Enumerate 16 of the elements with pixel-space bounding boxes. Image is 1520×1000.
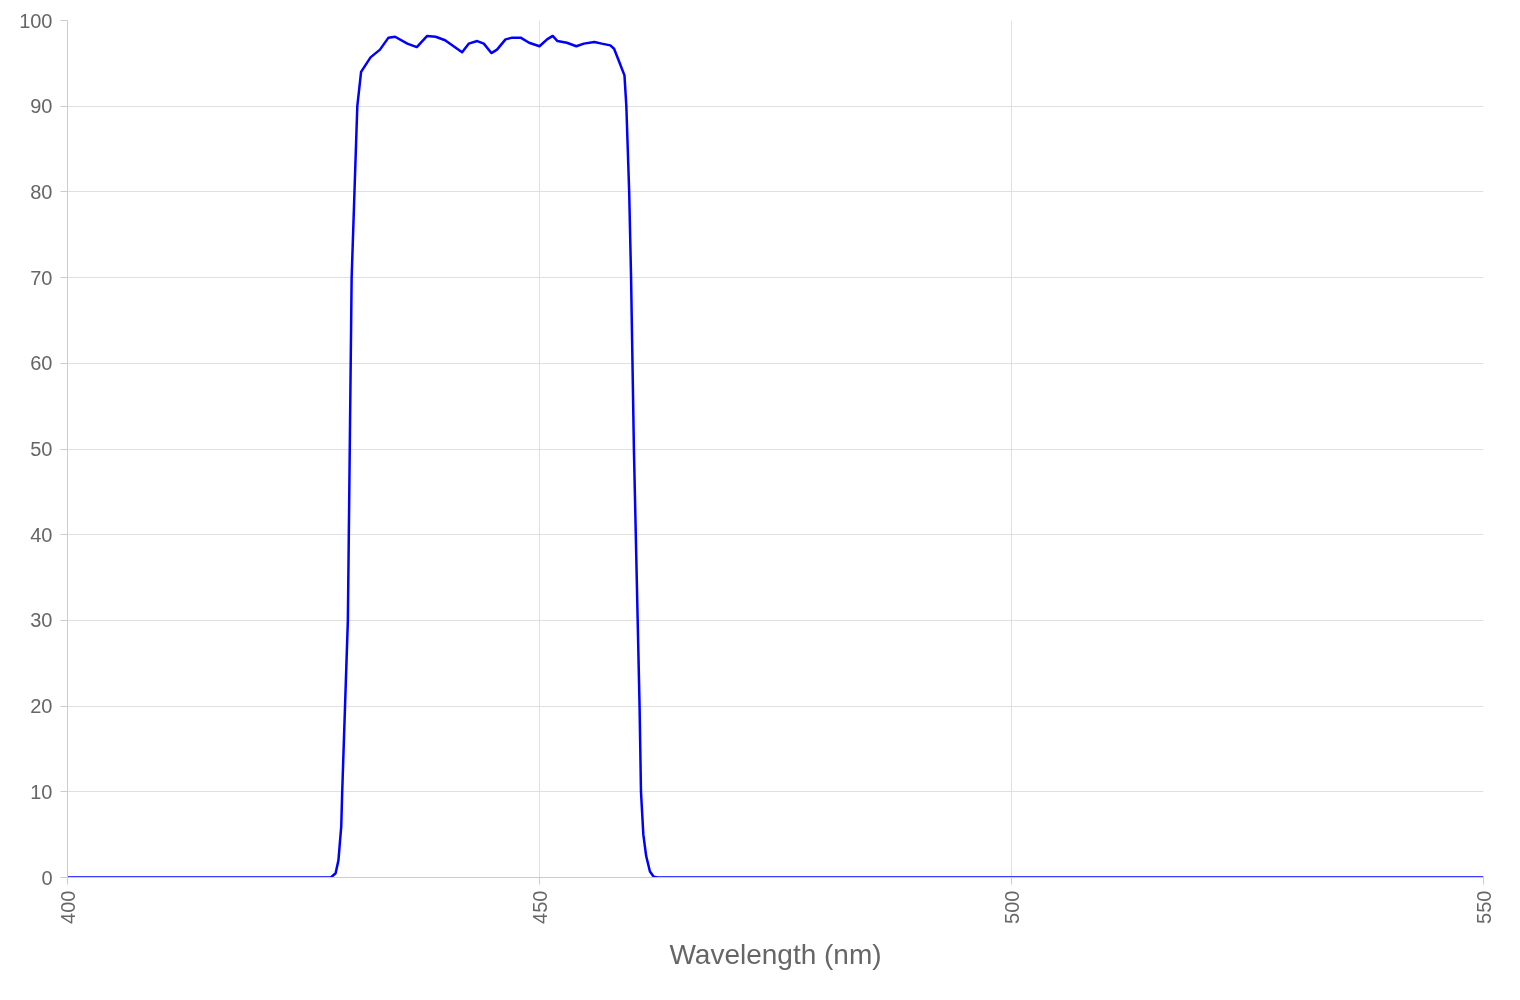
x-tick-label: 550 (1472, 890, 1495, 924)
y-tick-label: 0 (41, 866, 53, 889)
y-tick-label: 90 (30, 95, 53, 118)
x-tick-label: 500 (1000, 890, 1023, 924)
y-tick-label: 70 (30, 266, 53, 289)
y-tick-label: 20 (30, 695, 53, 718)
y-tick-label: 10 (30, 780, 53, 803)
x-axis-title: Wavelength (nm) (669, 938, 882, 970)
y-tick-label: 30 (30, 609, 53, 632)
x-tick-label: 400 (56, 890, 79, 924)
y-tick-label: 100 (19, 9, 53, 32)
y-tick-label: 80 (30, 180, 53, 203)
y-tick-label: 60 (30, 352, 53, 375)
y-tick-label: 40 (30, 523, 53, 546)
x-tick-label: 450 (528, 890, 551, 924)
y-tick-label: 50 (30, 438, 53, 460)
